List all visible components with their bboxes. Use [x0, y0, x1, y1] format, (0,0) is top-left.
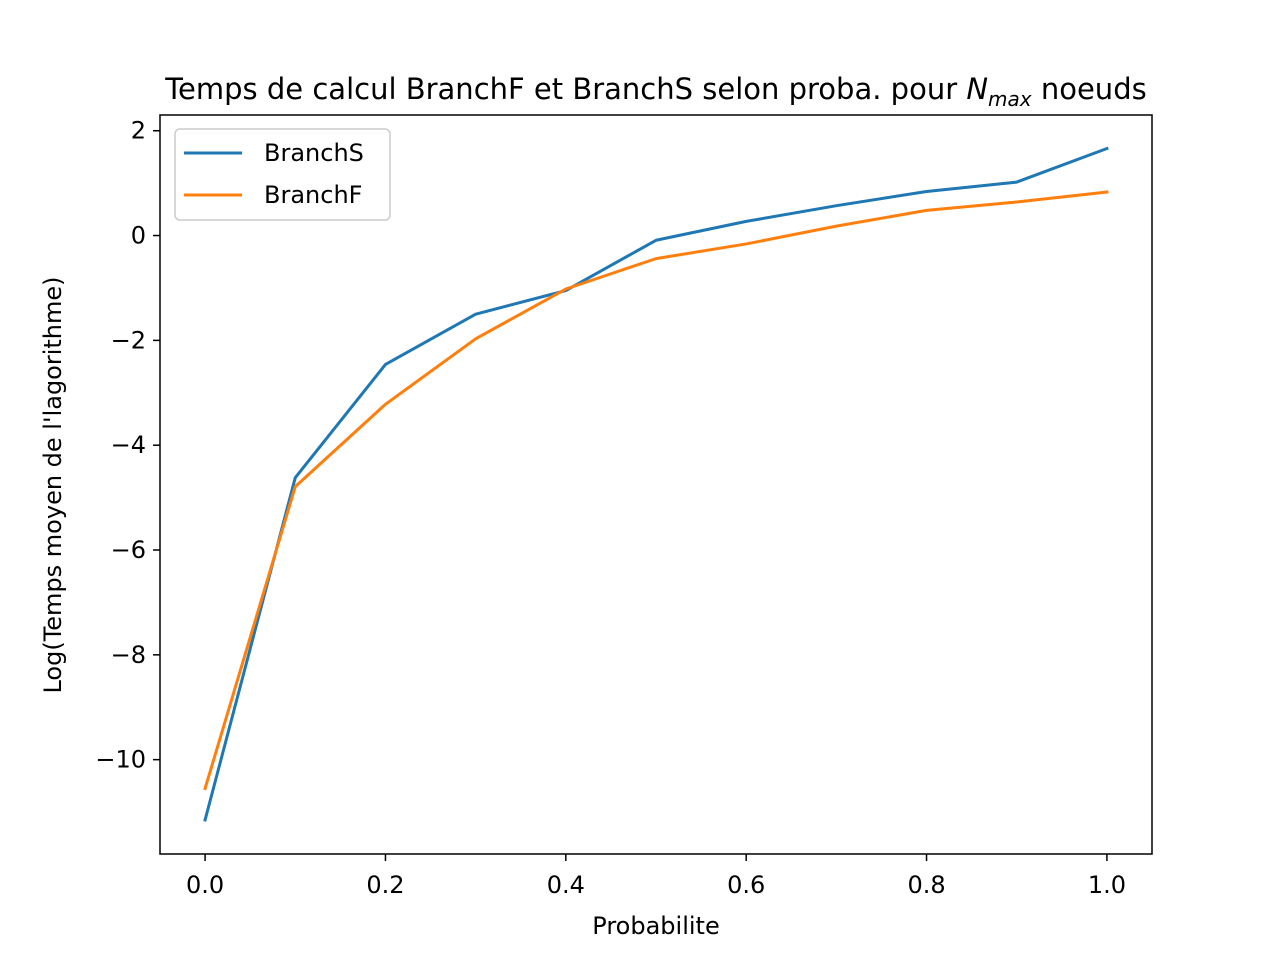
y-tick-label: −6 [111, 536, 146, 564]
x-tick-label: 0.8 [907, 871, 945, 899]
y-tick-label: −10 [95, 746, 146, 774]
chart-title-prefix: Temps de calcul BranchF et BranchS selon… [164, 72, 966, 106]
y-tick-label: −2 [111, 326, 146, 354]
legend: BranchS BranchF [174, 128, 391, 221]
x-tick-label: 0.0 [186, 871, 224, 899]
series-line-branchf [203, 190, 1109, 791]
chart-title-math-main: N [966, 72, 988, 106]
x-tick-label: 1.0 [1088, 871, 1126, 899]
x-tick-label: 0.4 [547, 871, 585, 899]
legend-label-branchs: BranchS [264, 139, 364, 167]
y-axis-label: Log(Temps moyen de l'lagorithme) [39, 276, 67, 693]
chart-title: Temps de calcul BranchF et BranchS selon… [164, 72, 1146, 111]
ticks-layer: 0.0 0.2 0.4 0.6 0.8 1.0 2 0 −2 −4 −6 −8 −10 [95, 117, 1126, 899]
y-tick-label: 2 [131, 117, 146, 145]
chart-title-math-subscript: max [988, 87, 1032, 111]
plot-frame [159, 114, 1153, 855]
x-tick-label: 0.2 [366, 871, 404, 899]
lines-layer [203, 146, 1109, 822]
x-axis-label: Probabilite [592, 912, 719, 940]
x-tick-label: 0.6 [727, 871, 765, 899]
y-tick-label: −8 [111, 641, 146, 669]
legend-label-branchf: BranchF [264, 181, 362, 209]
y-tick-label: −4 [111, 431, 146, 459]
series-line-branchs [203, 146, 1109, 822]
y-tick-label: 0 [131, 222, 146, 250]
chart-title-suffix: noeuds [1032, 72, 1147, 106]
